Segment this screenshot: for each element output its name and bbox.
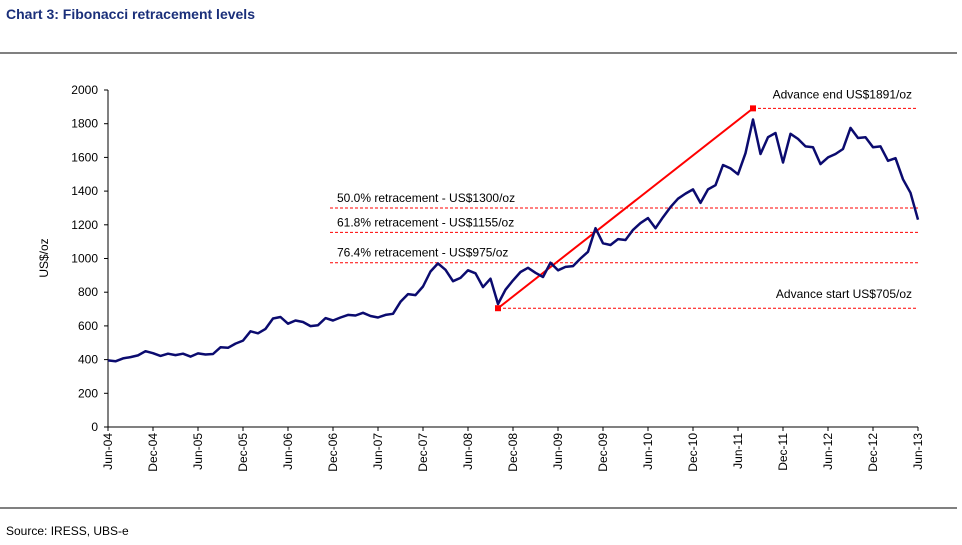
level-label: 50.0% retracement - US$1300/oz: [337, 191, 515, 205]
y-tick-label: 200: [78, 386, 98, 400]
advance-point: [750, 105, 756, 112]
x-tick-label: Jun-07: [371, 433, 385, 470]
level-label: 76.4% retracement - US$975/oz: [337, 246, 508, 260]
x-tick-label: Jun-11: [731, 433, 745, 469]
x-tick-label: Jun-09: [551, 433, 565, 470]
x-tick-label: Jun-06: [281, 433, 295, 470]
y-tick-label: 1800: [71, 117, 98, 131]
x-tick-label: Dec-07: [416, 433, 430, 472]
x-tick-label: Dec-08: [506, 433, 520, 472]
x-tick-label: Dec-04: [146, 433, 160, 472]
y-tick-label: 400: [78, 353, 98, 367]
chart-title: Chart 3: Fibonacci retracement levels: [6, 6, 255, 22]
price-line: [107, 118, 920, 363]
x-tick-label: Dec-10: [686, 433, 700, 472]
y-tick-label: 1000: [71, 252, 98, 266]
x-tick-label: Jun-08: [461, 433, 475, 470]
advance-point: [495, 305, 501, 312]
x-tick-label: Dec-06: [326, 433, 340, 472]
y-tick-label: 1600: [71, 150, 98, 164]
y-tick-label: 0: [91, 420, 98, 434]
level-label: 61.8% retracement - US$1155/oz: [337, 215, 514, 229]
x-tick-label: Jun-10: [641, 433, 655, 470]
y-tick-label: 800: [78, 285, 98, 299]
x-tick-label: Dec-09: [596, 433, 610, 472]
x-tick-label: Jun-04: [101, 433, 115, 470]
x-tick-label: Jun-05: [191, 433, 205, 470]
y-tick-label: 600: [78, 319, 98, 333]
level-label: Advance end US$1891/oz: [773, 87, 912, 101]
source: Source: IRESS, UBS-e: [6, 524, 129, 538]
x-tick-label: Dec-11: [776, 433, 790, 471]
x-tick-label: Dec-12: [866, 433, 880, 472]
y-axis-title: US$/oz: [37, 238, 51, 277]
x-tick-label: Jun-12: [821, 433, 835, 470]
y-tick-label: 1400: [71, 184, 98, 198]
level-label: Advance start US$705/oz: [776, 287, 912, 301]
y-tick-label: 2000: [71, 83, 98, 97]
x-tick-label: Dec-05: [236, 433, 250, 472]
x-tick-label: Jun-13: [911, 433, 925, 470]
y-tick-label: 1200: [71, 218, 98, 232]
